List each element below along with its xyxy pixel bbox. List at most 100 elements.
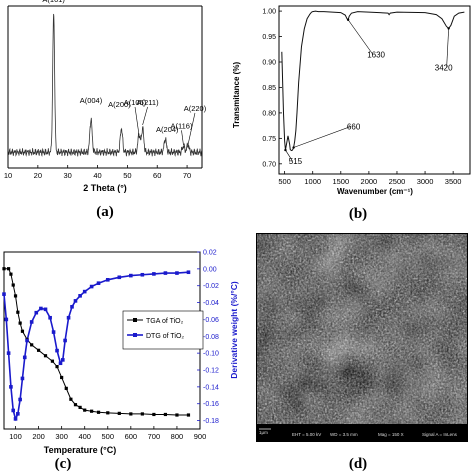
dtg-data-point	[140, 272, 145, 277]
tga-data-point	[140, 412, 144, 416]
ftir-x-axis-label: Wavenumber (cm⁻¹)	[337, 187, 413, 196]
dtg-data-point	[163, 271, 168, 275]
dtg-y-tick-label: -0.04	[203, 300, 219, 307]
dtg-y-tick-label: -0.06	[203, 317, 219, 324]
tga-data-point	[20, 329, 25, 333]
dtg-data-point	[73, 299, 78, 303]
dtg-data-point	[152, 272, 156, 276]
tga-data-point	[43, 354, 48, 358]
xrd-peak-label: A(116)	[171, 121, 193, 130]
sem-image-panel: 1μm EHT = 5.00 kV WD = 3.5 mm Mag = 150 …	[256, 233, 468, 472]
xrd-panel: A(101) A(004) A(200)A(105)A(211) A(204)A(11…	[4, 0, 207, 220]
dtg-data-point	[186, 270, 191, 275]
dtg-data-point	[66, 315, 71, 320]
tga-data-point	[152, 412, 156, 417]
ftir-spectrum-line	[281, 10, 465, 152]
tga-data-point	[106, 411, 110, 415]
ftir-x-tick-label: 1000	[304, 177, 321, 186]
sem-signal-text: Signal A = InLens	[422, 432, 458, 437]
sem-scale-text: 1μm	[259, 430, 268, 435]
tga-data-point	[129, 412, 133, 416]
xrd-peak-label: A(220)	[184, 104, 207, 113]
ftir-annotation-tip	[284, 148, 287, 152]
dtg-y-tick-label: -0.02	[203, 283, 219, 290]
dtg-data-point	[18, 397, 22, 402]
ftir-y-axis-label: Transmitance (%)	[232, 62, 241, 129]
sem-mag-text: Mag = 150 X	[378, 432, 404, 437]
ftir-x-tick-label: 2500	[389, 177, 406, 186]
tga-x-tick-label: 200	[32, 432, 45, 441]
legend-label-tga: TGA of TiO₂	[146, 318, 184, 325]
dtg-data-point	[96, 281, 101, 285]
tga-x-tick-label: 100	[9, 432, 22, 441]
tga-dtg-legend: TGA of TiO₂ DTG of TiO₂	[122, 310, 204, 350]
dtg-data-point	[58, 361, 63, 366]
dtg-y-tick-label: 0.02	[203, 250, 217, 257]
dtg-data-point	[22, 355, 27, 360]
tga-x-axis-label: Temperature (°C)	[44, 445, 116, 455]
tga-data-point	[60, 375, 64, 380]
tga-x-tick-label: 700	[148, 432, 161, 441]
ftir-annotation-tip	[447, 27, 450, 30]
dtg-y-tick-label: -0.08	[203, 334, 219, 341]
ftir-annotation-pointer	[293, 126, 351, 148]
dtg-data-point	[13, 417, 18, 421]
dtg-data-point	[48, 315, 52, 320]
dtg-data-point	[16, 412, 20, 416]
tga-x-tick-label: 600	[125, 432, 138, 441]
xrd-peak-label: A(004)	[80, 96, 103, 105]
tga-data-point	[18, 321, 22, 325]
ftir-x-tick-label: 3500	[445, 177, 462, 186]
dtg-data-point	[43, 307, 48, 312]
sem-shadow-regions	[257, 234, 467, 424]
xrd-x-axis-label: 2 Theta (°)	[83, 183, 127, 193]
ftir-y-tick-label: 0.85	[262, 85, 276, 92]
tga-data-point	[16, 310, 20, 314]
dtg-y-tick-label: -0.14	[203, 384, 219, 391]
sem-eht-text: EHT = 5.00 kV	[292, 432, 321, 437]
tga-data-point	[90, 409, 94, 413]
dtg-data-point	[55, 348, 59, 353]
ftir-plot-frame	[278, 5, 471, 175]
tga-data-point	[83, 408, 87, 412]
ftir-y-tick-label: 0.90	[262, 60, 276, 67]
panel-label-b: (b)	[349, 206, 367, 222]
dtg-data-point	[175, 271, 179, 275]
dtg-data-point	[2, 292, 6, 296]
ftir-annotation-pointer	[347, 19, 374, 55]
ftir-y-tick-label: 0.75	[262, 136, 276, 143]
dtg-y-tick-label: -0.16	[203, 401, 219, 408]
dtg-data-point	[61, 358, 65, 362]
tga-data-point	[73, 403, 78, 407]
tga-x-tick-label: 800	[171, 432, 184, 441]
ftir-panel: 500 1000 1500 2000 2500 3000 3500 0.70 0.75 0.80 0…	[232, 5, 471, 222]
tga-data-point	[64, 386, 68, 390]
tga-data-point	[96, 410, 101, 414]
tga-data-point	[186, 413, 191, 417]
dtg-data-point	[78, 294, 82, 298]
tga-data-point	[9, 272, 13, 276]
dtg-data-point	[9, 385, 13, 389]
ftir-x-tick-label: 1500	[332, 177, 349, 186]
xrd-peak-label: A(101)	[42, 0, 65, 4]
xrd-peak-label: A(105)	[124, 98, 147, 107]
panel-label-d: (d)	[349, 456, 367, 472]
dtg-data-point	[25, 338, 29, 343]
tga-x-tick-label: 400	[78, 432, 91, 441]
tga-x-tick-label: 500	[102, 432, 115, 441]
sem-wd-text: WD = 3.5 mm	[330, 432, 358, 437]
xrd-peak-label: A(204)	[156, 125, 179, 134]
tga-x-tick-label: 900	[194, 432, 207, 441]
ftir-annotation-pointer	[446, 28, 449, 68]
tga-data-point	[30, 343, 34, 347]
ftir-annotation-tip	[346, 18, 350, 21]
tga-dtg-panel: 100 200 300 400 500 600 700 800 900 0.02 0.00 -0.02…	[2, 250, 239, 472]
dtg-data-point	[105, 278, 110, 282]
dtg-y-tick-label: -0.12	[203, 368, 219, 375]
xrd-x-tick-label: 50	[123, 171, 131, 180]
ftir-annotation-label: 1630	[367, 51, 385, 60]
dtg-data-point	[82, 289, 87, 294]
tga-series-line	[4, 268, 189, 416]
dtg-y-tick-label: -0.10	[203, 351, 219, 358]
